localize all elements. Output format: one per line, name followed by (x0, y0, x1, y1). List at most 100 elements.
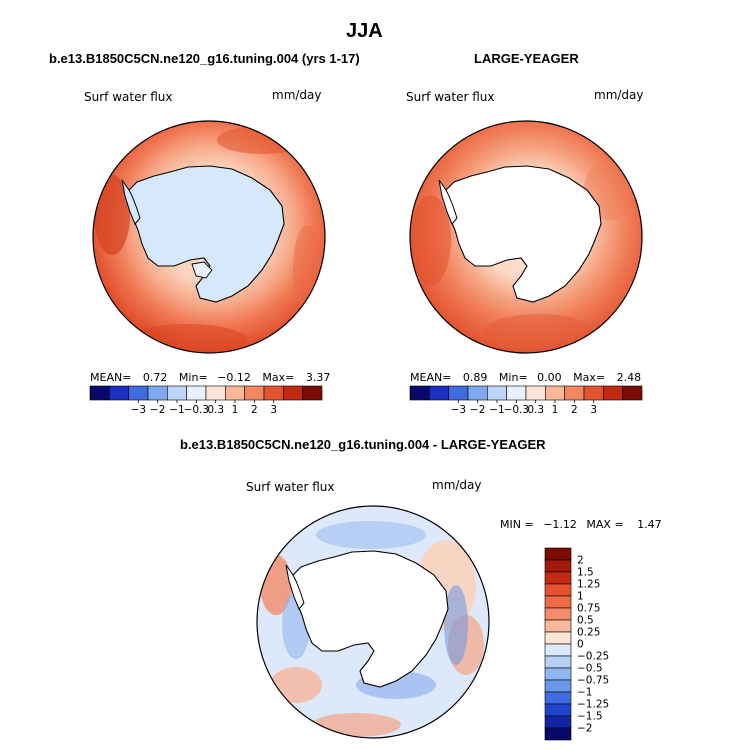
colorbar-swatch (147, 385, 168, 401)
max-label: MAX = (586, 518, 624, 531)
colorbar-swatch (487, 385, 507, 401)
panel-title-model: b.e13.B1850C5CN.ne120_g16.tuning.004 (yr… (49, 51, 360, 66)
min-label: MIN = (500, 518, 534, 531)
colorbar-tick-label: −0.75 (577, 675, 609, 687)
colorbar-tick-label: −3 (131, 404, 146, 416)
field-patch (293, 225, 321, 315)
colorbar-tick-label: 0.3 (527, 404, 544, 416)
colorbar-swatch (544, 691, 572, 705)
colorbar-swatch (302, 385, 323, 401)
figure-title: JJA (346, 20, 383, 42)
diff-panel-title: b.e13.B1850C5CN.ne120_g16.tuning.004 - L… (180, 437, 546, 452)
colorbar-swatch (544, 571, 572, 585)
min-value: −1.12 (543, 518, 577, 531)
colorbar-tick-label: 0 (577, 639, 584, 651)
map-diff (256, 505, 490, 739)
colorbar-swatch (544, 583, 572, 597)
colorbar-swatch (283, 385, 303, 401)
map-model (92, 120, 326, 354)
max-value: 3.37 (305, 371, 331, 384)
max-value: 1.47 (637, 518, 662, 531)
colorbar-swatch (544, 547, 572, 561)
field-label-diff: Surf water flux (246, 480, 335, 494)
antarctica-landmass (444, 165, 602, 303)
colorbar-swatch (409, 385, 430, 401)
colorbar-tick-label: −2 (577, 723, 592, 735)
units-label-model: mm/day (272, 88, 322, 102)
colorbar-swatch (467, 385, 488, 401)
colorbar-swatch (525, 385, 546, 401)
colorbar-tick-label: −1.5 (577, 711, 603, 723)
colorbar-swatch (544, 631, 572, 645)
map-obs (409, 120, 643, 354)
min-label: Min= (498, 371, 528, 384)
colorbar-tick-label: −1 (489, 404, 504, 416)
field-patch (316, 521, 426, 549)
colorbar-tick-label: 0.3 (207, 404, 224, 416)
stats-diff: MIN = −1.12 MAX = 1.47 (500, 518, 662, 531)
units-label-obs: mm/day (594, 88, 644, 102)
field-patch (444, 585, 468, 665)
antarctica-landmass (291, 550, 449, 688)
colorbar-tick-label: −1 (169, 404, 184, 416)
colorbar-tick-label: 0.75 (577, 603, 600, 615)
colorbar-swatch (89, 385, 110, 401)
stats-model: MEAN= 0.72 Min= −0.12 Max= 3.37 (90, 371, 330, 384)
colorbar-tick-label: 1.5 (577, 567, 594, 579)
max-label: Max= (262, 371, 295, 384)
field-patch (270, 667, 322, 703)
min-label: Min= (178, 371, 208, 384)
colorbar-model: −3 −2 −1−0.30.3 1 2 3 (89, 385, 323, 416)
colorbar-tick-label: −1 (577, 687, 592, 699)
colorbar-swatch (167, 385, 187, 401)
colorbar-swatch (109, 385, 129, 401)
colorbar-swatch (506, 385, 527, 401)
colorbar-swatch (128, 385, 149, 401)
colorbar-swatch (544, 595, 572, 609)
colorbar-swatch (544, 703, 572, 717)
colorbar-tick-label: 2 (577, 555, 584, 567)
colorbar-swatch (544, 619, 572, 633)
colorbar-diff: 21.51.2510.750.50.250−0.25−0.5−0.75−1−1.… (544, 547, 609, 741)
units-label-diff: mm/day (432, 478, 482, 492)
mean-label: MEAN= (90, 371, 132, 384)
field-patch (311, 713, 401, 737)
field-patch (94, 175, 130, 255)
colorbar-tick-label: −1.25 (577, 699, 609, 711)
colorbar-tick-label: 2 (251, 404, 258, 416)
colorbar-swatch (583, 385, 604, 401)
antarctica-landmass (127, 165, 285, 303)
colorbar-swatch (429, 385, 449, 401)
colorbar-tick-label: 0.5 (577, 615, 594, 627)
min-value: −0.12 (217, 371, 251, 384)
colorbar-swatch (244, 385, 265, 401)
colorbar-tick-label: −3 (451, 404, 466, 416)
field-label-obs: Surf water flux (406, 90, 495, 104)
colorbar-obs: −3 −2 −1−0.30.3 1 2 3 (409, 385, 643, 416)
map-border (409, 120, 643, 354)
colorbar-tick-label: 1 (232, 404, 239, 416)
colorbar-tick-label: 1 (552, 404, 559, 416)
field-label-model: Surf water flux (84, 90, 173, 104)
colorbar-tick-label: −2 (150, 404, 165, 416)
colorbar-swatch (544, 643, 572, 657)
ice-shelf (191, 261, 213, 279)
mean-value: 0.72 (142, 371, 168, 384)
field-patch (411, 195, 451, 285)
colorbar-swatch (564, 385, 585, 401)
colorbar-swatch (544, 655, 572, 669)
colorbar-tick-label: 1.25 (577, 579, 600, 591)
colorbar-swatch (186, 385, 207, 401)
colorbar-swatch (263, 385, 284, 401)
map-border (256, 505, 490, 739)
antarctic-peninsula (438, 179, 458, 225)
colorbar-swatch (205, 385, 226, 401)
colorbar-swatch (622, 385, 643, 401)
min-value: 0.00 (537, 371, 562, 384)
stats-obs: MEAN= 0.89 Min= 0.00 Max= 2.48 (410, 371, 641, 384)
colorbar-tick-label: 2 (571, 404, 578, 416)
field-patch (484, 314, 594, 350)
colorbar-tick-label: −0.3 (184, 404, 210, 416)
panel-title-obs: LARGE-YEAGER (474, 51, 579, 66)
colorbar-tick-label: −0.3 (504, 404, 530, 416)
